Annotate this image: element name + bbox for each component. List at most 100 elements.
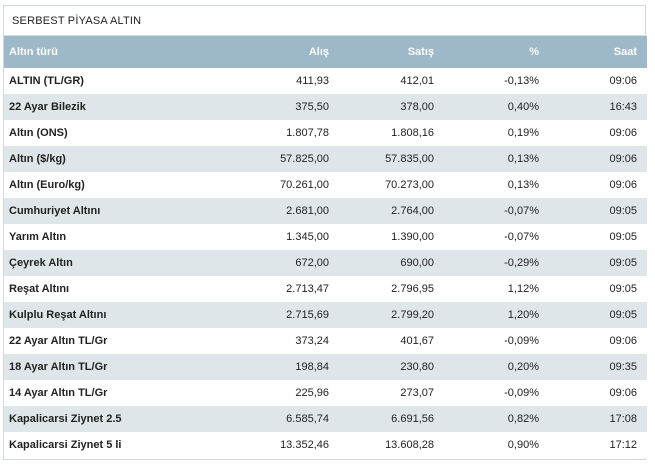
table-row: Kulplu Reşat Altını 2.715,69 2.799,20 1,… <box>4 302 647 328</box>
cell-buy: 225,96 <box>295 387 329 399</box>
widget-title: SERBEST PİYASA ALTIN <box>4 6 645 36</box>
cell-time: 09:05 <box>609 257 637 269</box>
header-pct: % <box>529 46 539 58</box>
cell-buy: 2.681,00 <box>286 205 329 217</box>
cell-pct: -0,09% <box>504 387 539 399</box>
cell-name: Altın (Euro/kg) <box>9 179 85 191</box>
cell-time: 09:06 <box>609 75 637 87</box>
cell-name: Reşat Altını <box>9 283 70 295</box>
cell-time: 17:12 <box>609 439 637 451</box>
cell-pct: 1,20% <box>507 309 539 321</box>
cell-buy: 13.352,46 <box>280 439 329 451</box>
cell-time: 09:05 <box>609 309 637 321</box>
cell-sell: 1.808,16 <box>391 127 434 139</box>
cell-buy: 1.807,78 <box>286 127 329 139</box>
cell-name: ALTIN (TL/GR) <box>9 75 84 87</box>
header-buy: Alış <box>308 46 329 58</box>
cell-name: 18 Ayar Altın TL/Gr <box>9 361 108 373</box>
cell-time: 09:35 <box>609 361 637 373</box>
table-body: ALTIN (TL/GR) 411,93 412,01 -0,13% 09:06… <box>4 68 647 458</box>
cell-buy: 2.715,69 <box>286 309 329 321</box>
cell-pct: -0,07% <box>504 231 539 243</box>
table-row: Cumhuriyet Altını 2.681,00 2.764,00 -0,0… <box>4 198 647 224</box>
cell-name: Yarım Altın <box>9 231 67 243</box>
cell-name: Altın (ONS) <box>9 127 68 139</box>
gold-prices-table: Altın türü Alış Satış % Saat ALTIN (TL/G… <box>4 36 647 458</box>
table-row: 14 Ayar Altın TL/Gr 225,96 273,07 -0,09%… <box>4 380 647 406</box>
cell-name: Kapalicarsi Ziynet 2.5 <box>9 413 122 425</box>
cell-time: 16:43 <box>609 101 637 113</box>
cell-pct: 0,13% <box>507 179 539 191</box>
cell-name: 22 Ayar Bilezik <box>9 101 86 113</box>
cell-time: 09:06 <box>609 127 637 139</box>
cell-buy: 375,50 <box>295 101 329 113</box>
cell-pct: 0,82% <box>507 413 539 425</box>
cell-name: Kulplu Reşat Altını <box>9 309 107 321</box>
table-row: Kapalicarsi Ziynet 5 li 13.352,46 13.608… <box>4 432 647 458</box>
header-row: Altın türü Alış Satış % Saat <box>4 36 647 68</box>
cell-time: 09:06 <box>609 153 637 165</box>
cell-sell: 230,80 <box>400 361 434 373</box>
cell-name: 22 Ayar Altın TL/Gr <box>9 335 108 347</box>
cell-sell: 690,00 <box>400 257 434 269</box>
cell-sell: 412,01 <box>400 75 434 87</box>
cell-pct: -0,07% <box>504 205 539 217</box>
cell-buy: 57.825,00 <box>280 153 329 165</box>
table-row: 22 Ayar Altın TL/Gr 373,24 401,67 -0,09%… <box>4 328 647 354</box>
table-row: ALTIN (TL/GR) 411,93 412,01 -0,13% 09:06 <box>4 68 647 94</box>
cell-sell: 6.691,56 <box>391 413 434 425</box>
table-row: 18 Ayar Altın TL/Gr 198,84 230,80 0,20% … <box>4 354 647 380</box>
cell-pct: 0,40% <box>507 101 539 113</box>
table-header: Altın türü Alış Satış % Saat <box>4 36 647 68</box>
header-name: Altın türü <box>9 46 58 58</box>
cell-name: Çeyrek Altın <box>9 257 73 269</box>
cell-time: 09:06 <box>609 335 637 347</box>
table-row: Reşat Altını 2.713,47 2.796,95 1,12% 09:… <box>4 276 647 302</box>
cell-buy: 2.713,47 <box>286 283 329 295</box>
cell-pct: 1,12% <box>507 283 539 295</box>
cell-time: 09:06 <box>609 179 637 191</box>
table-row: Altın (Euro/kg) 70.261,00 70.273,00 0,13… <box>4 172 647 198</box>
cell-pct: 0,13% <box>507 153 539 165</box>
cell-time: 09:05 <box>609 231 637 243</box>
table-row: Kapalicarsi Ziynet 2.5 6.585,74 6.691,56… <box>4 406 647 432</box>
cell-buy: 672,00 <box>295 257 329 269</box>
table-row: Altın (ONS) 1.807,78 1.808,16 0,19% 09:0… <box>4 120 647 146</box>
cell-name: Kapalicarsi Ziynet 5 li <box>9 439 122 451</box>
cell-time: 09:05 <box>609 205 637 217</box>
cell-sell: 273,07 <box>400 387 434 399</box>
cell-buy: 1.345,00 <box>286 231 329 243</box>
cell-name: Altın ($/kg) <box>9 153 66 165</box>
cell-sell: 378,00 <box>400 101 434 113</box>
cell-sell: 401,67 <box>400 335 434 347</box>
table-row: Altın ($/kg) 57.825,00 57.835,00 0,13% 0… <box>4 146 647 172</box>
gold-prices-widget: SERBEST PİYASA ALTIN Altın türü Alış Sat… <box>3 5 647 460</box>
cell-buy: 373,24 <box>295 335 329 347</box>
cell-time: 17:08 <box>609 413 637 425</box>
header-sell: Satış <box>407 46 434 58</box>
cell-pct: -0,09% <box>504 335 539 347</box>
cell-pct: 0,20% <box>507 361 539 373</box>
cell-name: Cumhuriyet Altını <box>9 205 101 217</box>
cell-buy: 411,93 <box>296 75 329 87</box>
cell-sell: 13.608,28 <box>385 439 434 451</box>
cell-time: 09:06 <box>609 387 637 399</box>
cell-sell: 2.764,00 <box>391 205 434 217</box>
cell-sell: 70.273,00 <box>385 179 434 191</box>
cell-sell: 2.796,95 <box>391 283 434 295</box>
cell-pct: -0,13% <box>504 75 539 87</box>
cell-sell: 57.835,00 <box>385 153 434 165</box>
cell-sell: 2.799,20 <box>391 309 434 321</box>
table-row: Yarım Altın 1.345,00 1.390,00 -0,07% 09:… <box>4 224 647 250</box>
cell-buy: 6.585,74 <box>286 413 329 425</box>
cell-name: 14 Ayar Altın TL/Gr <box>9 387 108 399</box>
cell-pct: -0,29% <box>504 257 539 269</box>
header-time: Saat <box>613 46 637 58</box>
cell-buy: 198,84 <box>295 361 329 373</box>
table-row: Çeyrek Altın 672,00 690,00 -0,29% 09:05 <box>4 250 647 276</box>
cell-time: 09:05 <box>609 283 637 295</box>
cell-sell: 1.390,00 <box>391 231 434 243</box>
cell-buy: 70.261,00 <box>280 179 329 191</box>
table-row: 22 Ayar Bilezik 375,50 378,00 0,40% 16:4… <box>4 94 647 120</box>
cell-pct: 0,90% <box>507 439 539 451</box>
